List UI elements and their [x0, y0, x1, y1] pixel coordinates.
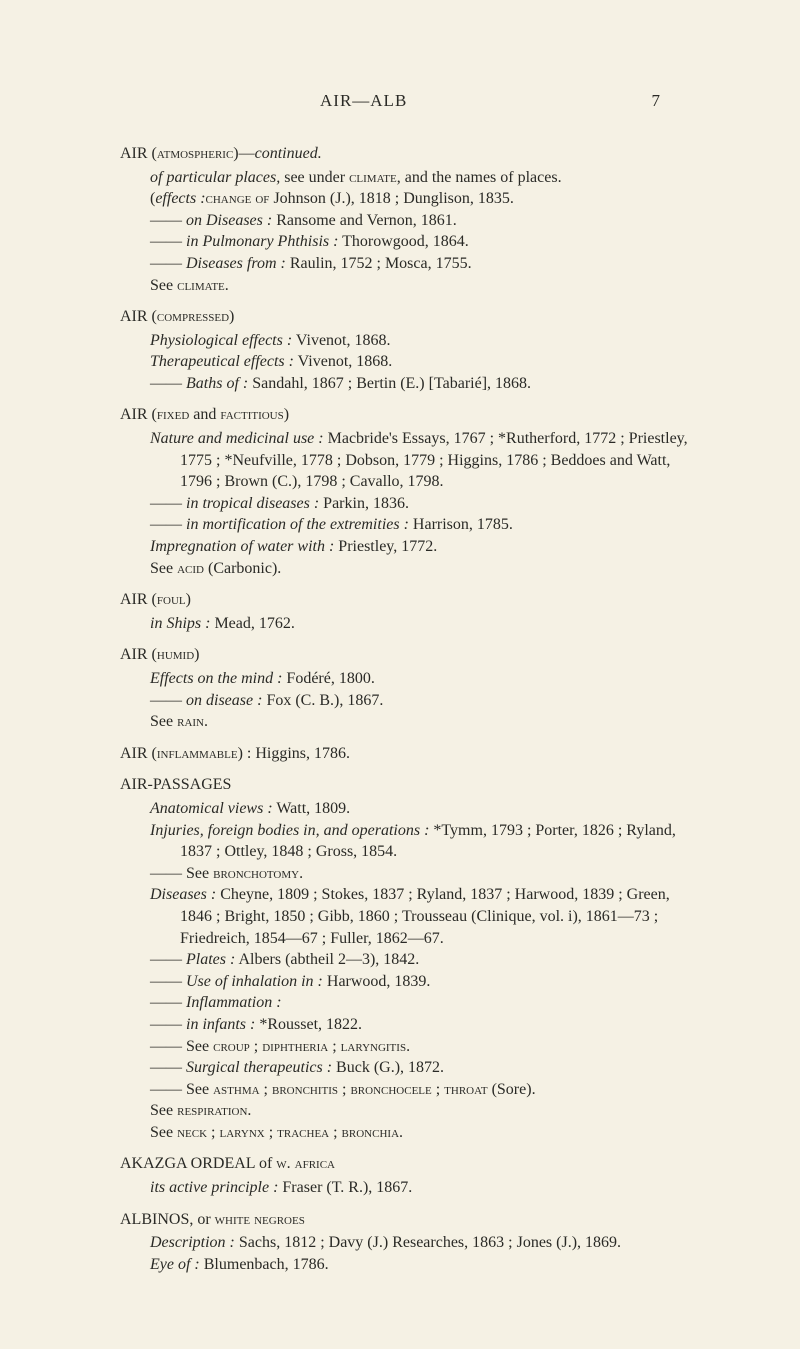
entry-line: —— See croup ; diphtheria ; laryngitis. — [180, 1036, 700, 1058]
entry-block: AIR (fixed and factitious)Nature and med… — [120, 404, 700, 579]
entry-line: in Ships : Mead, 1762. — [180, 613, 700, 635]
entry-line: —— in mortification of the extremities :… — [180, 514, 700, 536]
entry-head: AIR (atmospheric)—continued. — [120, 143, 700, 165]
entry-head: AIR (fixed and factitious) — [120, 404, 700, 426]
entry-line: —— on disease : Fox (C. B.), 1867. — [180, 690, 700, 712]
entry-head: ALBINOS, or white negroes — [120, 1209, 700, 1231]
entry-line: Therapeutical effects : Vivenot, 1868. — [180, 351, 700, 373]
entry-head: AIR-PASSAGES — [120, 774, 700, 796]
entry-line: —— Plates : Albers (abtheil 2—3), 1842. — [180, 949, 700, 971]
entry-line: —— in tropical diseases : Parkin, 1836. — [180, 493, 700, 515]
entry-line: (effects :change of Johnson (J.), 1818 ;… — [180, 188, 700, 210]
entry-line: See rain. — [150, 711, 700, 733]
entry-line: Diseases : Cheyne, 1809 ; Stokes, 1837 ;… — [180, 884, 700, 949]
entry-line: Physiological effects : Vivenot, 1868. — [180, 330, 700, 352]
entry-line: See neck ; larynx ; trachea ; bronchia. — [150, 1122, 700, 1144]
entry-head: AIR (inflammable) : Higgins, 1786. — [120, 743, 700, 765]
entry-line: —— Use of inhalation in : Harwood, 1839. — [180, 971, 700, 993]
entry-line: —— Baths of : Sandahl, 1867 ; Bertin (E.… — [180, 373, 700, 395]
page-content: AIR—ALB 7 AIR (atmospheric)—continued.of… — [0, 0, 800, 1345]
entry-line: Eye of : Blumenbach, 1786. — [180, 1254, 700, 1276]
entries-container: AIR (atmospheric)—continued.of particula… — [120, 143, 700, 1276]
entry-line: See respiration. — [150, 1100, 700, 1122]
header-page-number: 7 — [652, 90, 661, 113]
entry-line: See acid (Carbonic). — [150, 558, 700, 580]
entry-line: —— Surgical therapeutics : Buck (G.), 18… — [180, 1057, 700, 1079]
entry-line: of particular places, see under climate,… — [180, 167, 700, 189]
entry-line: —— See bronchotomy. — [180, 863, 700, 885]
entry-head: AKAZGA ORDEAL of w. africa — [120, 1153, 700, 1175]
entry-block: AIR (compressed)Physiological effects : … — [120, 306, 700, 394]
entry-block: AIR (inflammable) : Higgins, 1786. — [120, 743, 700, 765]
entry-block: AKAZGA ORDEAL of w. africaits active pri… — [120, 1153, 700, 1198]
entry-line: Description : Sachs, 1812 ; Davy (J.) Re… — [180, 1232, 700, 1254]
entry-line: Injuries, foreign bodies in, and operati… — [180, 820, 700, 863]
entry-line: —— in Pulmonary Phthisis : Thorowgood, 1… — [180, 231, 700, 253]
entry-line: —— on Diseases : Ransome and Vernon, 186… — [180, 210, 700, 232]
entry-line: —— See asthma ; bronchitis ; bronchocele… — [180, 1079, 700, 1101]
entry-line: —— Inflammation : — [180, 992, 700, 1014]
entry-head: AIR (humid) — [120, 644, 700, 666]
entry-block: AIR (humid)Effects on the mind : Fodéré,… — [120, 644, 700, 732]
page-header: AIR—ALB 7 — [120, 90, 700, 113]
entry-line: Effects on the mind : Fodéré, 1800. — [180, 668, 700, 690]
header-title: AIR—ALB — [320, 90, 407, 113]
entry-line: See climate. — [150, 275, 700, 297]
entry-block: ALBINOS, or white negroesDescription : S… — [120, 1209, 700, 1276]
entry-head: AIR (compressed) — [120, 306, 700, 328]
entry-head: AIR (foul) — [120, 589, 700, 611]
entry-line: its active principle : Fraser (T. R.), 1… — [180, 1177, 700, 1199]
entry-line: Anatomical views : Watt, 1809. — [180, 798, 700, 820]
entry-block: AIR (atmospheric)—continued.of particula… — [120, 143, 700, 296]
entry-block: AIR-PASSAGESAnatomical views : Watt, 180… — [120, 774, 700, 1143]
entry-line: —— Diseases from : Raulin, 1752 ; Mosca,… — [180, 253, 700, 275]
entry-line: —— in infants : *Rousset, 1822. — [180, 1014, 700, 1036]
entry-line: Impregnation of water with : Priestley, … — [180, 536, 700, 558]
entry-block: AIR (foul)in Ships : Mead, 1762. — [120, 589, 700, 634]
entry-line: Nature and medicinal use : Macbride's Es… — [180, 428, 700, 493]
